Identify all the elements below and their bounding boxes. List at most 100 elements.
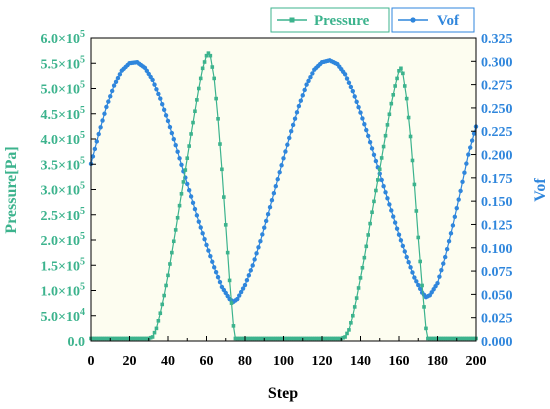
data-point-vof (161, 107, 167, 112)
data-point-pressure (181, 180, 186, 184)
data-point-pressure (202, 60, 207, 64)
data-point-pressure (354, 296, 359, 300)
data-point-pressure (235, 336, 240, 341)
data-point-vof (111, 83, 117, 88)
data-point-pressure (160, 302, 165, 307)
data-point-pressure (210, 65, 215, 69)
data-point-pressure (360, 265, 365, 270)
data-point-pressure (206, 51, 211, 55)
data-point-pressure (91, 336, 95, 341)
data-point-vof (163, 113, 169, 118)
data-point-pressure (154, 326, 159, 331)
data-point-pressure (223, 223, 228, 227)
data-point-pressure (112, 336, 116, 341)
right-axis: 0.000 0.025 0.050 0.075 0.100 0.125 0.150 0.175… (471, 32, 513, 350)
data-point-pressure (441, 336, 446, 341)
y-left-tick-label: 5.5×105 (41, 54, 85, 72)
data-point-pressure (137, 336, 141, 341)
data-point-vof (290, 122, 296, 128)
data-point-vof (371, 152, 377, 157)
data-point-vof (237, 293, 242, 298)
data-point-pressure (443, 336, 447, 341)
data-point-vof (300, 93, 305, 98)
data-point-pressure (289, 336, 293, 341)
data-point-vof (358, 110, 363, 115)
data-point-vof (179, 162, 184, 167)
data-point-vof (196, 219, 201, 224)
data-point-pressure (272, 336, 276, 341)
data-point-vof (460, 179, 465, 185)
data-point-pressure (285, 336, 290, 341)
data-point-vof (441, 261, 446, 266)
data-point-pressure (227, 278, 232, 283)
data-point-pressure (364, 244, 369, 249)
data-point-vof (464, 161, 469, 166)
y-right-tick-label: 0.200 (481, 149, 513, 164)
data-point-vof (456, 197, 461, 202)
y-left-tick-label: 4.0×105 (41, 130, 85, 148)
data-point-vof (443, 254, 448, 260)
data-point-pressure (437, 336, 442, 341)
data-point-pressure (141, 336, 145, 341)
data-point-vof (238, 289, 244, 295)
data-point-vof (414, 279, 419, 284)
data-point-pressure (393, 84, 397, 88)
data-point-pressure (229, 301, 234, 305)
data-point-pressure (197, 86, 201, 91)
x-tick-label: 20 (123, 354, 137, 369)
data-point-vof (369, 146, 375, 151)
data-point-vof (458, 188, 463, 194)
legend-marker-pressure (289, 17, 295, 23)
data-point-pressure (470, 336, 474, 341)
data-point-pressure (453, 336, 457, 341)
data-point-pressure (110, 336, 114, 341)
y-left-tick-label: 5.0×105 (41, 80, 85, 98)
data-point-vof (287, 135, 292, 141)
x-tick-label: 160 (389, 354, 410, 369)
data-point-pressure (472, 336, 476, 341)
data-point-pressure (329, 336, 334, 341)
data-point-vof (416, 282, 421, 288)
data-point-pressure (283, 336, 288, 341)
data-point-pressure (410, 158, 415, 163)
data-point-pressure (295, 336, 299, 341)
data-point-vof (308, 74, 313, 80)
data-point-vof (117, 72, 123, 77)
data-point-vof (263, 218, 269, 224)
data-point-pressure (189, 132, 193, 136)
data-point-pressure (131, 336, 136, 341)
data-point-pressure (260, 336, 265, 341)
x-axis-title: Step (268, 385, 298, 402)
data-point-vof (356, 105, 361, 110)
data-point-vof (379, 177, 384, 183)
data-point-vof (417, 286, 423, 291)
data-point-vof (94, 139, 99, 144)
data-point-vof (267, 205, 273, 210)
data-point-pressure (310, 336, 315, 341)
data-point-pressure (96, 336, 101, 341)
data-point-pressure (185, 156, 190, 160)
data-point-pressure (304, 336, 309, 341)
data-point-vof (310, 71, 315, 76)
y-left-tick-label: 6.0×105 (41, 29, 85, 47)
data-point-pressure (94, 336, 99, 341)
data-point-vof (206, 248, 211, 253)
data-point-pressure (168, 262, 172, 266)
data-point-vof (389, 208, 394, 213)
data-point-pressure (439, 336, 444, 341)
data-point-vof (158, 96, 163, 101)
data-point-vof (260, 232, 265, 237)
data-point-vof (269, 198, 275, 203)
data-point-vof (254, 251, 259, 256)
data-point-pressure (318, 336, 322, 341)
y-left-tick-label: 4.5×105 (41, 105, 85, 123)
data-point-pressure (391, 93, 396, 97)
data-point-pressure (347, 328, 351, 332)
data-point-vof (215, 274, 221, 280)
data-point-vof (396, 232, 402, 237)
data-point-vof (289, 129, 294, 134)
data-point-pressure (356, 286, 361, 290)
data-point-pressure (183, 168, 188, 172)
data-point-vof (104, 104, 109, 110)
data-point-pressure (362, 255, 367, 260)
